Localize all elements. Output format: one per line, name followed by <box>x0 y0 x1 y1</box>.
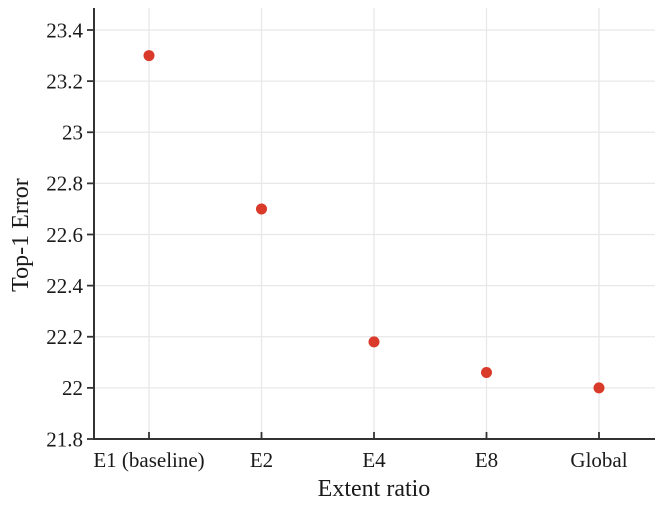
gridlines <box>94 8 655 440</box>
y-tick-labels: 21.8 22 22.2 22.4 22.6 22.8 23 23.2 23.4 <box>46 18 83 451</box>
y-tick-label: 22.2 <box>46 325 83 349</box>
y-tick-label: 22.6 <box>46 223 83 247</box>
x-tick-label: E2 <box>250 448 273 472</box>
y-tick-label: 22 <box>62 376 83 400</box>
data-point <box>256 203 267 215</box>
y-tick-label: 21.8 <box>46 427 83 451</box>
data-point <box>481 367 492 379</box>
x-tick-label: E4 <box>362 448 386 472</box>
x-tick-label: E8 <box>475 448 498 472</box>
x-tick-labels: E1 (baseline) E2 E4 E8 Global <box>93 448 627 472</box>
y-tick-label: 23.2 <box>46 69 83 93</box>
tick-marks <box>87 29 600 440</box>
data-point <box>593 382 605 394</box>
y-tick-label: 23.4 <box>46 18 83 42</box>
data-point <box>143 50 155 62</box>
y-axis-label: Top-1 Error <box>8 178 34 292</box>
y-tick-label: 22.4 <box>46 274 83 298</box>
data-point <box>368 336 380 348</box>
y-tick-label: 23 <box>62 121 83 145</box>
x-tick-label: Global <box>570 448 627 472</box>
y-tick-label: 22.8 <box>46 172 83 196</box>
x-tick-label: E1 (baseline) <box>93 448 204 472</box>
x-axis-label: Extent ratio <box>318 476 431 502</box>
data-points <box>143 50 605 394</box>
